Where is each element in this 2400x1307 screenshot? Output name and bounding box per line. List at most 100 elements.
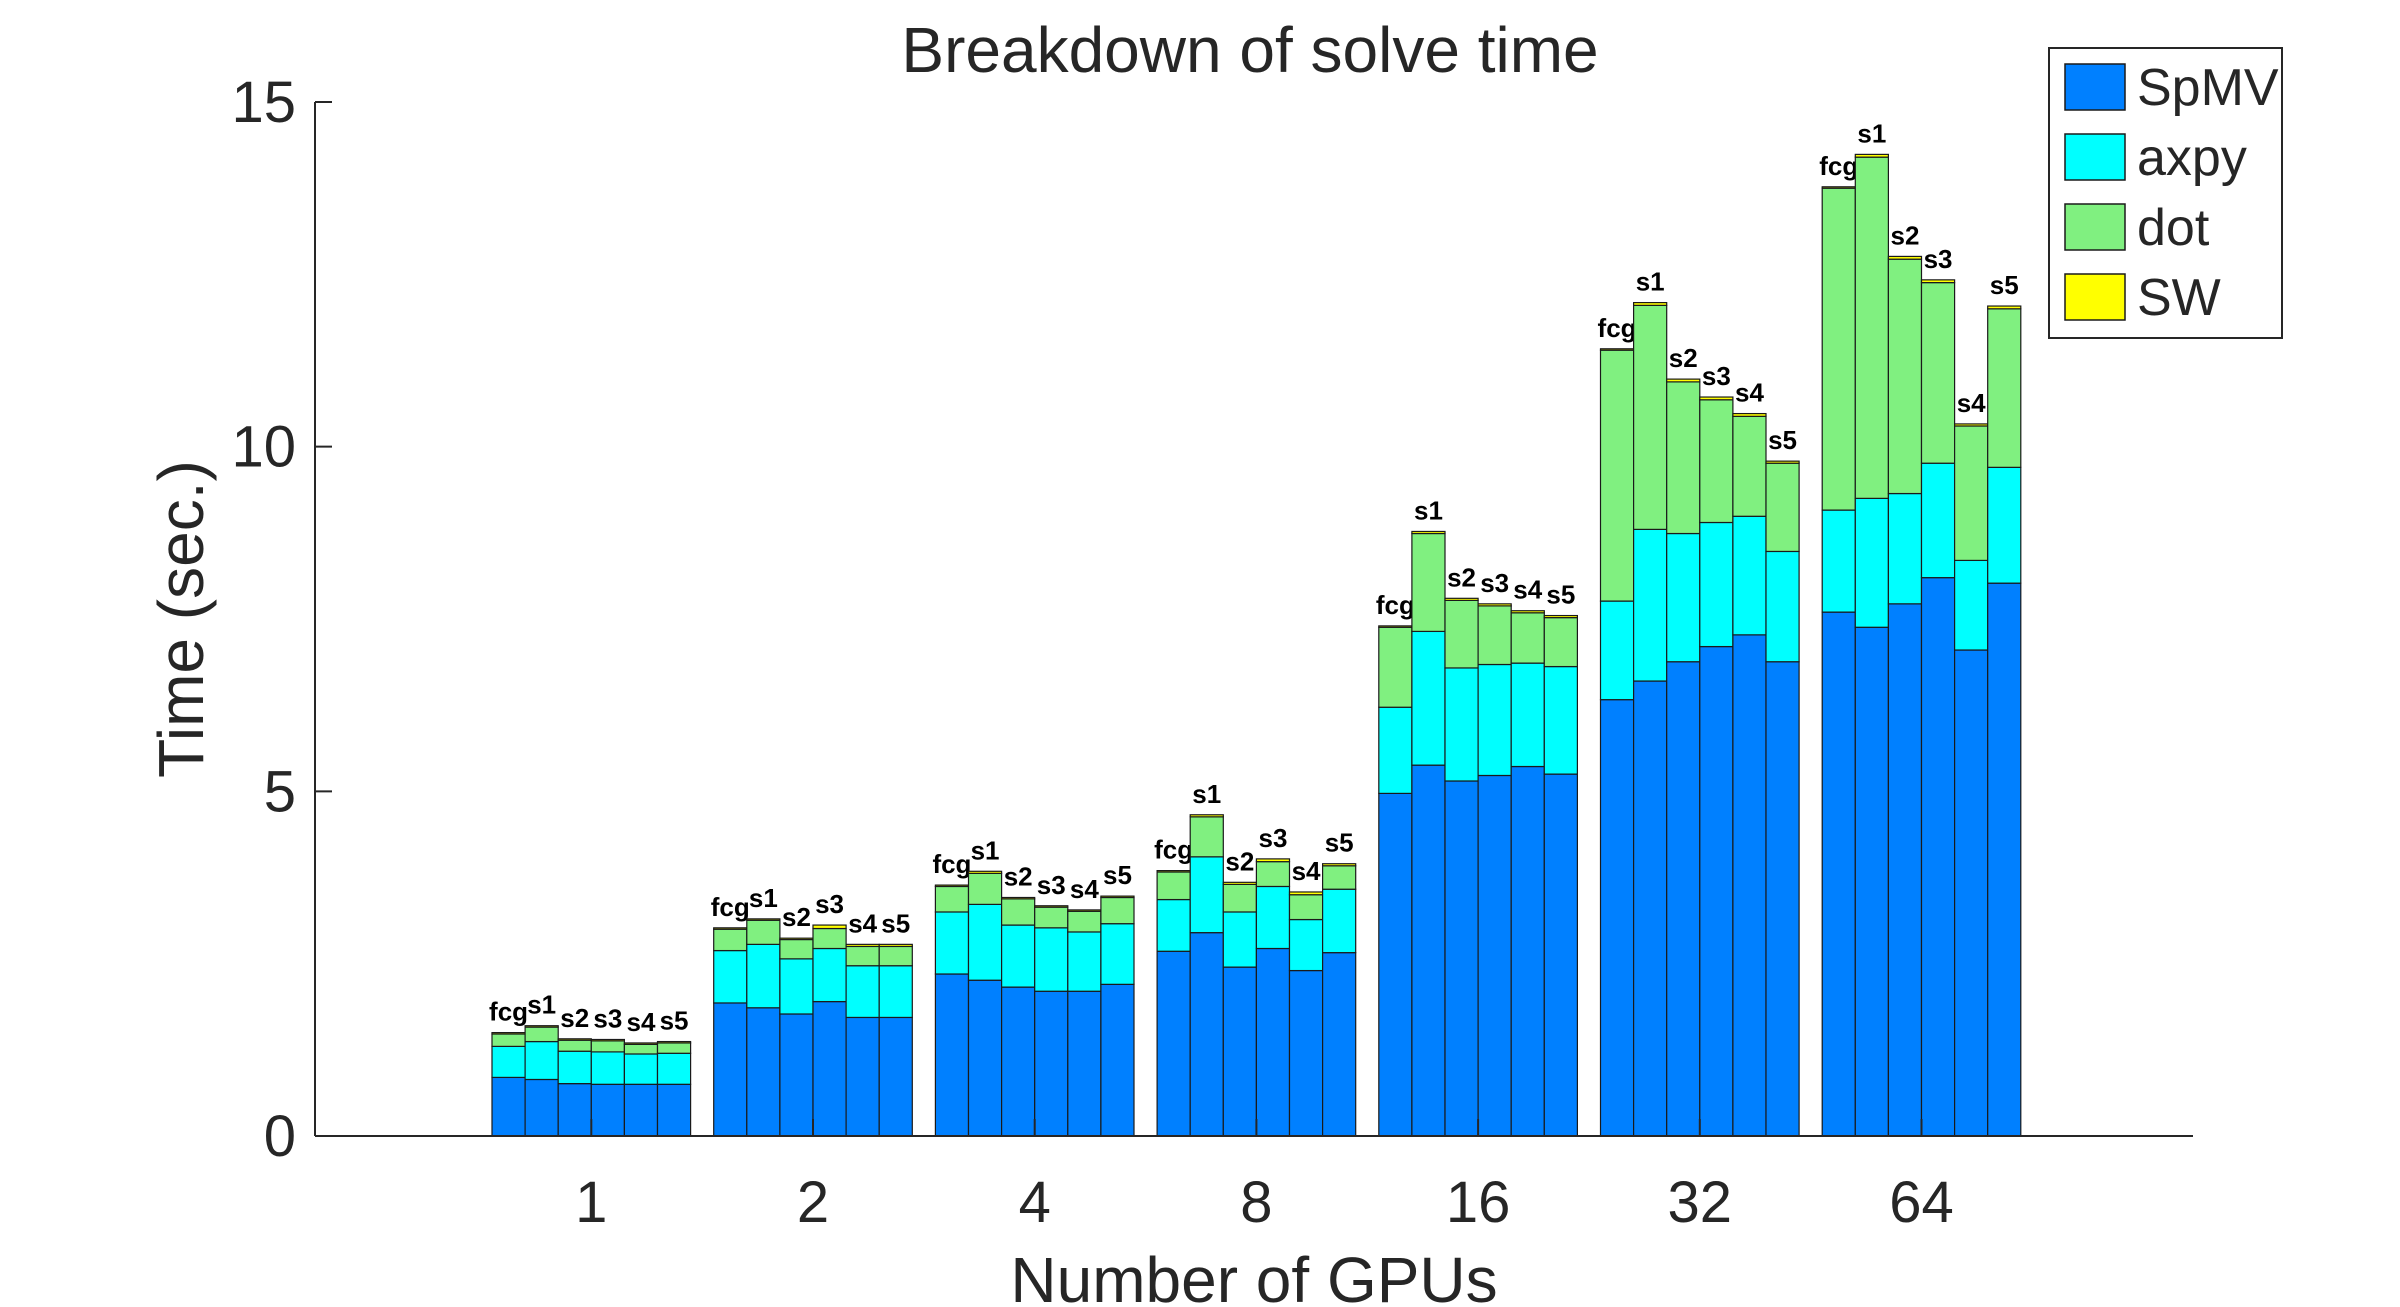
bar-segment-spmv [1821, 611, 1856, 1137]
bar-segment-dot [1543, 617, 1579, 668]
bar-segment-spmv [524, 1078, 559, 1137]
legend-label-spmv: SpMV [2137, 59, 2279, 117]
bar-segment-spmv [1477, 774, 1512, 1137]
bar-segment-dot [713, 928, 748, 952]
bar-segment-spmv [1255, 947, 1291, 1137]
bar-segment-sw [1255, 858, 1291, 863]
bar-segment-axpy [845, 965, 880, 1019]
bar-label: fcg [1154, 835, 1193, 865]
bar-label: fcg [711, 892, 750, 922]
y-tick-label: 0 [264, 1104, 296, 1169]
x-tick-label: 64 [1889, 1170, 1954, 1235]
bar-label: s1 [527, 990, 556, 1020]
bar-segment-axpy [1477, 663, 1512, 777]
bar-label: s3 [815, 889, 844, 919]
bar-segment-axpy [623, 1053, 659, 1085]
bar-label: s4 [1292, 856, 1321, 886]
bar-segment-dot [1953, 425, 1989, 562]
bar-label: s2 [560, 1003, 589, 1033]
bar-segment-axpy [656, 1052, 692, 1085]
bar-segment-spmv [623, 1083, 659, 1137]
bar-segment-sw [1034, 905, 1069, 908]
x-tick-label: 2 [797, 1170, 829, 1235]
bar-segment-dot [1411, 532, 1446, 633]
bar-segment-spmv [713, 1002, 748, 1137]
bar-segment-dot [845, 945, 880, 967]
bar-segment-spmv [878, 1016, 913, 1137]
bar-label: s3 [1702, 361, 1731, 391]
axes: 0 5 10 15 1 2 4 8 16 32 64 [231, 70, 2193, 1235]
bar-label: fcg [1598, 313, 1637, 343]
x-tick-label: 1 [575, 1170, 607, 1235]
bar-segment-spmv [1034, 990, 1069, 1137]
bar-segment-spmv [1732, 634, 1767, 1137]
bar-segment-dot [1987, 308, 2022, 468]
bar-segment-dot [656, 1042, 692, 1054]
bar-segment-sw [623, 1042, 659, 1045]
bar-segment-dot [1067, 910, 1102, 933]
bar-segment-spmv [812, 1000, 847, 1137]
bar-segment-sw [1699, 396, 1734, 401]
bar-segment-sw [812, 924, 847, 930]
bar-label: s5 [1103, 860, 1132, 890]
bar-segment-spmv [1953, 649, 1989, 1137]
bar-segment-axpy [713, 949, 748, 1004]
legend-swatch-dot [2064, 203, 2126, 251]
bar-segment-spmv [779, 1013, 814, 1137]
bar-segment-spmv [1854, 626, 1890, 1137]
bar-segment-sw [1953, 423, 1989, 427]
bar-segment-sw [1543, 614, 1579, 619]
y-tick-label: 5 [264, 759, 296, 824]
bar-segment-sw [590, 1038, 625, 1042]
bar-segment-axpy [1510, 662, 1545, 768]
bar-label: s3 [1480, 568, 1509, 598]
bar-segment-sw [1378, 625, 1413, 628]
bar-segment-axpy [1288, 918, 1324, 972]
bar-group-16-gpus: fcg s1 s2 s3 s4 s5 [1376, 495, 1579, 1137]
bar-segment-sw [1854, 153, 1890, 158]
bar-segment-dot [623, 1043, 659, 1055]
bar-segment-dot [1378, 626, 1413, 708]
bar-segment-sw [524, 1025, 559, 1028]
bar-segment-axpy [1189, 856, 1224, 934]
bar-label: s3 [1037, 870, 1066, 900]
bar-segment-sw [1156, 870, 1191, 873]
bar-label: fcg [489, 997, 528, 1027]
bar-segment-dot [1189, 816, 1224, 858]
legend-label-axpy: axpy [2137, 129, 2247, 187]
bar-segment-dot [491, 1033, 526, 1047]
y-tick-label: 15 [231, 70, 296, 135]
bar-segment-spmv [1321, 952, 1357, 1137]
legend-label-sw: SW [2137, 269, 2221, 327]
bar-segment-spmv [1543, 773, 1579, 1137]
bar-label: s3 [1924, 244, 1953, 274]
bar-segment-spmv [1411, 764, 1446, 1137]
bar-label: s4 [1735, 378, 1764, 408]
legend-swatch-sw [2064, 273, 2126, 321]
bar-segment-dot [1321, 865, 1357, 890]
y-axis-ticks: 0 5 10 15 [231, 70, 332, 1169]
bar-segment-sw [1510, 610, 1545, 614]
bar-segment-axpy [1411, 630, 1446, 766]
bar-segment-spmv [1765, 661, 1800, 1137]
bar-segment-sw [1887, 255, 1923, 260]
bar-segment-sw [557, 1038, 592, 1041]
bar-segment-dot [1444, 599, 1479, 669]
bar-segment-sw [845, 943, 880, 948]
bar-segment-axpy [779, 958, 814, 1015]
bar-segment-dot [557, 1039, 592, 1052]
x-tick-label: 16 [1446, 1170, 1511, 1235]
bar-label: s2 [1225, 846, 1254, 876]
bar-segment-dot [1599, 349, 1635, 602]
bar-label: s3 [1258, 823, 1287, 853]
bar-segment-dot [1156, 871, 1191, 901]
bar-segment-sw [1632, 301, 1668, 306]
bar-segment-sw [713, 927, 748, 930]
bar-label: s1 [1857, 118, 1886, 148]
bar-segment-dot [878, 945, 913, 967]
